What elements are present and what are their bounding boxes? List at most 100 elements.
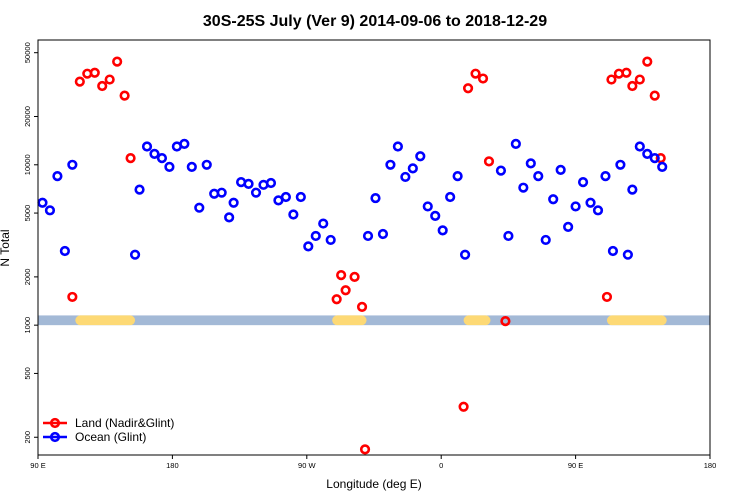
data-point — [318, 218, 329, 229]
data-point — [642, 148, 653, 159]
data-point — [149, 148, 160, 159]
data-point — [89, 67, 100, 78]
x-axis-label: Longitude (deg E) — [326, 477, 421, 491]
data-point — [452, 171, 463, 182]
y-tick-label: 5000 — [23, 205, 32, 222]
data-point — [570, 201, 581, 212]
data-point — [216, 187, 227, 198]
data-point — [503, 230, 514, 242]
data-point — [540, 234, 551, 246]
data-point — [377, 228, 389, 240]
land-segment — [606, 315, 667, 326]
data-point — [141, 141, 153, 152]
data-point — [615, 159, 626, 170]
y-tick-label: 20000 — [23, 106, 32, 127]
data-point — [349, 271, 360, 282]
data-point — [356, 301, 368, 312]
series-land — [67, 56, 666, 455]
data-point — [228, 197, 239, 208]
data-point — [340, 285, 351, 296]
data-point — [310, 230, 321, 242]
legend-marker — [49, 417, 61, 429]
data-point — [422, 201, 433, 212]
data-point — [458, 401, 469, 412]
data-point — [265, 177, 277, 189]
data-points — [37, 56, 668, 455]
data-point — [607, 245, 619, 257]
data-point — [657, 161, 668, 173]
data-point — [59, 245, 70, 257]
data-point — [548, 194, 559, 205]
y-tick-label: 2000 — [23, 269, 32, 286]
data-point — [525, 158, 536, 169]
y-tick-label: 200 — [23, 431, 32, 444]
data-point — [37, 197, 48, 208]
data-point — [385, 159, 396, 170]
land-segment — [75, 315, 136, 326]
data-point — [627, 80, 638, 92]
x-tick-label: 180 — [704, 461, 717, 470]
y-tick-label: 10000 — [23, 154, 32, 175]
data-point — [331, 294, 342, 305]
data-point — [392, 141, 403, 152]
legend-label: Land (Nadir&Glint) — [75, 416, 174, 430]
data-point — [119, 90, 130, 101]
legend-label: Ocean (Glint) — [75, 430, 146, 444]
data-point — [44, 205, 56, 216]
data-point — [477, 73, 489, 84]
data-point — [280, 191, 291, 203]
data-point — [649, 90, 660, 101]
data-point — [164, 161, 175, 173]
land-segment — [332, 315, 367, 326]
y-tick-label: 1000 — [23, 317, 32, 334]
data-point — [555, 164, 566, 175]
data-point — [125, 153, 136, 164]
data-point — [359, 444, 371, 455]
data-point — [577, 176, 589, 188]
x-tick-label: 180 — [166, 461, 179, 470]
land-segment — [463, 315, 491, 326]
data-point — [97, 80, 108, 92]
plot-frame — [37, 39, 711, 456]
x-tick-label: 0 — [439, 461, 443, 470]
legend: Land (Nadir&Glint)Ocean (Glint) — [43, 416, 174, 444]
y-axis-label: N Total — [0, 229, 12, 266]
data-point — [67, 291, 78, 303]
data-point — [518, 182, 529, 193]
data-point — [201, 159, 212, 170]
ocean-band — [38, 315, 710, 326]
x-tick-label: 90 W — [298, 461, 316, 470]
data-point — [362, 230, 374, 242]
data-point — [437, 225, 448, 236]
data-point — [224, 212, 235, 223]
data-point — [156, 153, 168, 164]
data-point — [445, 191, 456, 203]
data-point — [325, 234, 336, 246]
data-point — [483, 156, 495, 167]
data-point — [415, 151, 426, 162]
y-tick-label: 50000 — [23, 42, 32, 63]
data-point — [634, 74, 645, 85]
data-point — [459, 249, 471, 260]
data-point — [370, 192, 381, 204]
data-point — [622, 249, 633, 260]
land-ocean-band — [38, 315, 710, 326]
x-tick-label: 90 E — [568, 461, 583, 470]
data-point — [186, 161, 197, 173]
data-point — [600, 171, 611, 182]
data-point — [592, 205, 604, 216]
data-point — [462, 83, 474, 94]
data-point — [179, 138, 190, 149]
data-point — [129, 249, 141, 260]
data-point — [430, 210, 441, 222]
x-axis: 90 E 180 90 W 0 90 E 180 — [30, 455, 716, 470]
data-point — [288, 209, 299, 220]
data-point — [533, 171, 544, 182]
data-point — [52, 171, 63, 182]
data-point — [627, 184, 638, 195]
data-point — [400, 171, 411, 183]
data-point — [510, 138, 521, 149]
data-point — [621, 67, 632, 78]
data-point — [655, 153, 666, 164]
